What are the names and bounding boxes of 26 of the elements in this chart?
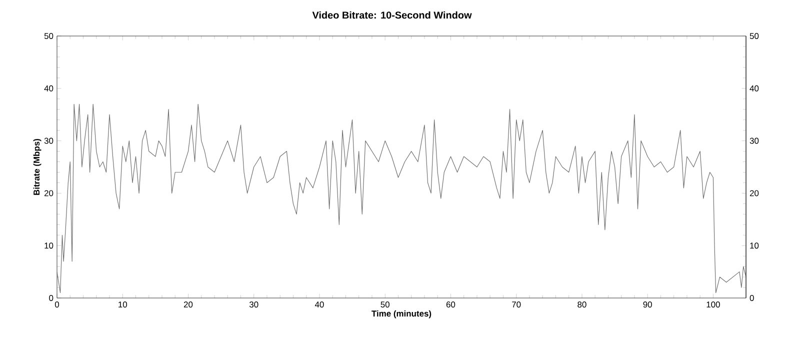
x-tick-label: 40 [314,302,324,308]
y-axis-title: Bitrate (Mbps) [33,138,42,195]
y2-tick-label: 20 [750,190,759,196]
y-tick-label: 10 [44,242,54,249]
x-tick-label: 60 [446,302,456,308]
x-tick-label: 0 [54,302,60,308]
chart-title: Video Bitrate: 10-Second Window [312,11,472,19]
x-tick-label: 10 [118,302,127,308]
y2-tick-label: 30 [750,138,759,144]
x-axis-title: Time (minutes) [372,310,432,318]
y-tick-label: 20 [44,190,54,196]
y-tick-label: 30 [44,138,54,144]
x-tick-label: 20 [184,302,193,308]
y-tick-label: 40 [44,85,54,92]
x-tick-label: 70 [512,302,521,308]
y-tick-label: 50 [44,33,54,39]
x-tick-label: 100 [706,302,720,308]
x-tick-label: 30 [249,302,258,308]
y2-tick-label: 40 [750,85,759,92]
x-tick-label: 80 [578,302,586,308]
y2-tick-label: 50 [750,33,759,39]
y2-tick-label: 0 [750,295,754,301]
y2-tick-label: 10 [750,242,759,249]
x-tick-label: 50 [380,302,390,308]
y-tick-label: 0 [49,295,54,301]
x-tick-label: 90 [643,302,652,308]
